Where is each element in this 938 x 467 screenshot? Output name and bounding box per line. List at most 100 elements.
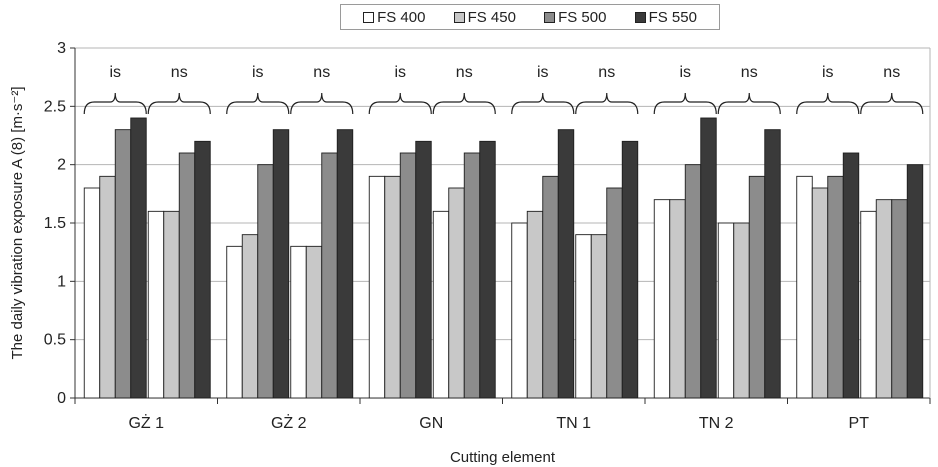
bar-pt-ns-fs550 [906, 164, 924, 399]
legend-item-fs550: FS 550 [634, 8, 697, 26]
group-brace [147, 92, 211, 115]
group-brace-label: is [252, 64, 264, 81]
group-brace-label: ns [883, 64, 900, 81]
group-brace [796, 92, 860, 115]
bar-gż1-is-fs500 [114, 129, 132, 399]
bar-tn2-ns-fs500 [748, 175, 766, 399]
bar-gn-is-fs450 [384, 175, 401, 399]
bar-tn2-ns-fs400 [717, 222, 735, 399]
bar-tn2-is-fs550 [700, 117, 717, 399]
bar-gn-ns-fs550 [479, 140, 496, 399]
group-brace [368, 92, 432, 115]
legend-item-fs500: FS 500 [544, 9, 606, 26]
x-tick-label: GŻ 2 [271, 413, 307, 432]
y-tick-label: 3 [57, 40, 66, 57]
bar-tn2-is-fs450 [669, 199, 686, 399]
legend-swatch-fs400 [363, 11, 375, 23]
y-tick-label: 0.5 [44, 332, 66, 349]
bar-gż2-is-fs500 [257, 164, 274, 399]
bar-gż1-is-fs450 [99, 175, 116, 399]
bar-pt-ns-fs400 [860, 210, 877, 399]
group-brace-label: is [537, 64, 549, 81]
bar-pt-ns-fs450 [875, 199, 893, 399]
y-tick-label: 2 [57, 157, 66, 174]
bar-tn1-is-fs500 [542, 175, 559, 399]
bar-gż1-is-fs400 [83, 187, 101, 399]
legend-swatch-fs450 [453, 11, 465, 23]
bar-gż1-ns-fs550 [194, 140, 211, 399]
x-tick-label: GN [419, 415, 443, 432]
legend-swatch-fs500 [544, 11, 556, 23]
group-brace [511, 92, 575, 115]
group-brace [432, 92, 496, 115]
group-brace-label: ns [598, 64, 615, 81]
legend-label-fs400: FS 400 [377, 8, 426, 26]
bar-tn1-is-fs550 [557, 129, 575, 399]
bar-pt-is-fs550 [842, 152, 860, 399]
x-tick-label: TN 2 [699, 415, 734, 432]
bar-gż2-is-fs400 [226, 245, 243, 399]
y-tick-label: 0 [57, 390, 66, 407]
bar-gn-is-fs500 [399, 152, 417, 399]
legend-item-fs450: FS 450 [453, 8, 516, 26]
group-brace-label: is [109, 64, 121, 81]
x-axis-title: Cutting element [450, 449, 556, 466]
group-brace [83, 92, 147, 115]
group-brace-label: ns [741, 64, 758, 81]
bar-tn2-ns-fs550 [764, 129, 781, 399]
bar-tn1-ns-fs400 [575, 234, 592, 399]
bar-pt-ns-fs500 [891, 199, 908, 399]
legend-swatch-fs550 [634, 11, 646, 23]
group-brace-label: is [679, 64, 691, 81]
bar-gn-ns-fs500 [463, 152, 481, 399]
x-tick-label: PT [849, 415, 870, 432]
legend: FS 400 FS 450 FS 500 FS 550 [340, 4, 720, 30]
bar-tn1-ns-fs500 [606, 187, 623, 399]
bar-tn1-is-fs400 [511, 222, 528, 399]
group-brace [653, 92, 717, 115]
bar-gn-is-fs550 [415, 140, 432, 399]
legend-label-fs550: FS 550 [648, 8, 697, 26]
x-tick-label: GŻ 1 [128, 413, 164, 432]
bar-gż2-ns-fs500 [321, 152, 338, 399]
bar-gż2-is-fs550 [272, 129, 290, 399]
group-brace [717, 92, 781, 115]
group-brace [226, 92, 290, 115]
legend-label-fs450: FS 450 [467, 8, 516, 26]
group-brace [860, 92, 924, 115]
bar-gż2-ns-fs400 [290, 245, 307, 399]
bar-gn-ns-fs400 [432, 210, 450, 399]
bar-tn2-is-fs500 [684, 164, 702, 399]
bar-gż1-is-fs550 [130, 117, 147, 399]
bar-tn1-ns-fs450 [590, 234, 608, 399]
bar-tn2-ns-fs450 [733, 222, 750, 399]
bar-pt-is-fs450 [811, 187, 829, 399]
y-tick-label: 1 [57, 273, 66, 290]
group-brace-label: ns [456, 64, 473, 81]
group-brace-label: is [394, 64, 406, 81]
legend-item-fs400: FS 400 [363, 9, 425, 26]
bar-gż2-ns-fs450 [305, 245, 323, 399]
group-brace-label: ns [171, 64, 188, 81]
bar-pt-is-fs500 [827, 175, 844, 399]
bar-gż1-ns-fs450 [163, 210, 180, 399]
y-tick-label: 2.5 [44, 98, 66, 115]
bar-gż1-ns-fs400 [147, 210, 165, 399]
bar-tn1-ns-fs550 [621, 140, 639, 399]
group-brace-label: ns [313, 64, 330, 81]
bar-gż2-is-fs450 [241, 234, 259, 399]
bar-gż2-ns-fs550 [336, 129, 354, 399]
group-brace-label: is [822, 64, 834, 81]
y-axis-title: The daily vibration exposure A (8) [m·s⁻… [9, 86, 26, 359]
bar-gn-is-fs400 [368, 175, 386, 399]
x-tick-label: TN 1 [556, 415, 591, 432]
bar-tn2-is-fs400 [653, 199, 671, 399]
group-brace [575, 92, 639, 115]
bar-tn1-is-fs450 [526, 210, 544, 399]
y-tick-label: 1.5 [44, 215, 66, 232]
group-brace [290, 92, 354, 115]
bar-pt-is-fs400 [796, 175, 813, 399]
legend-label-fs500: FS 500 [558, 8, 607, 26]
bar-gż1-ns-fs500 [178, 152, 196, 399]
